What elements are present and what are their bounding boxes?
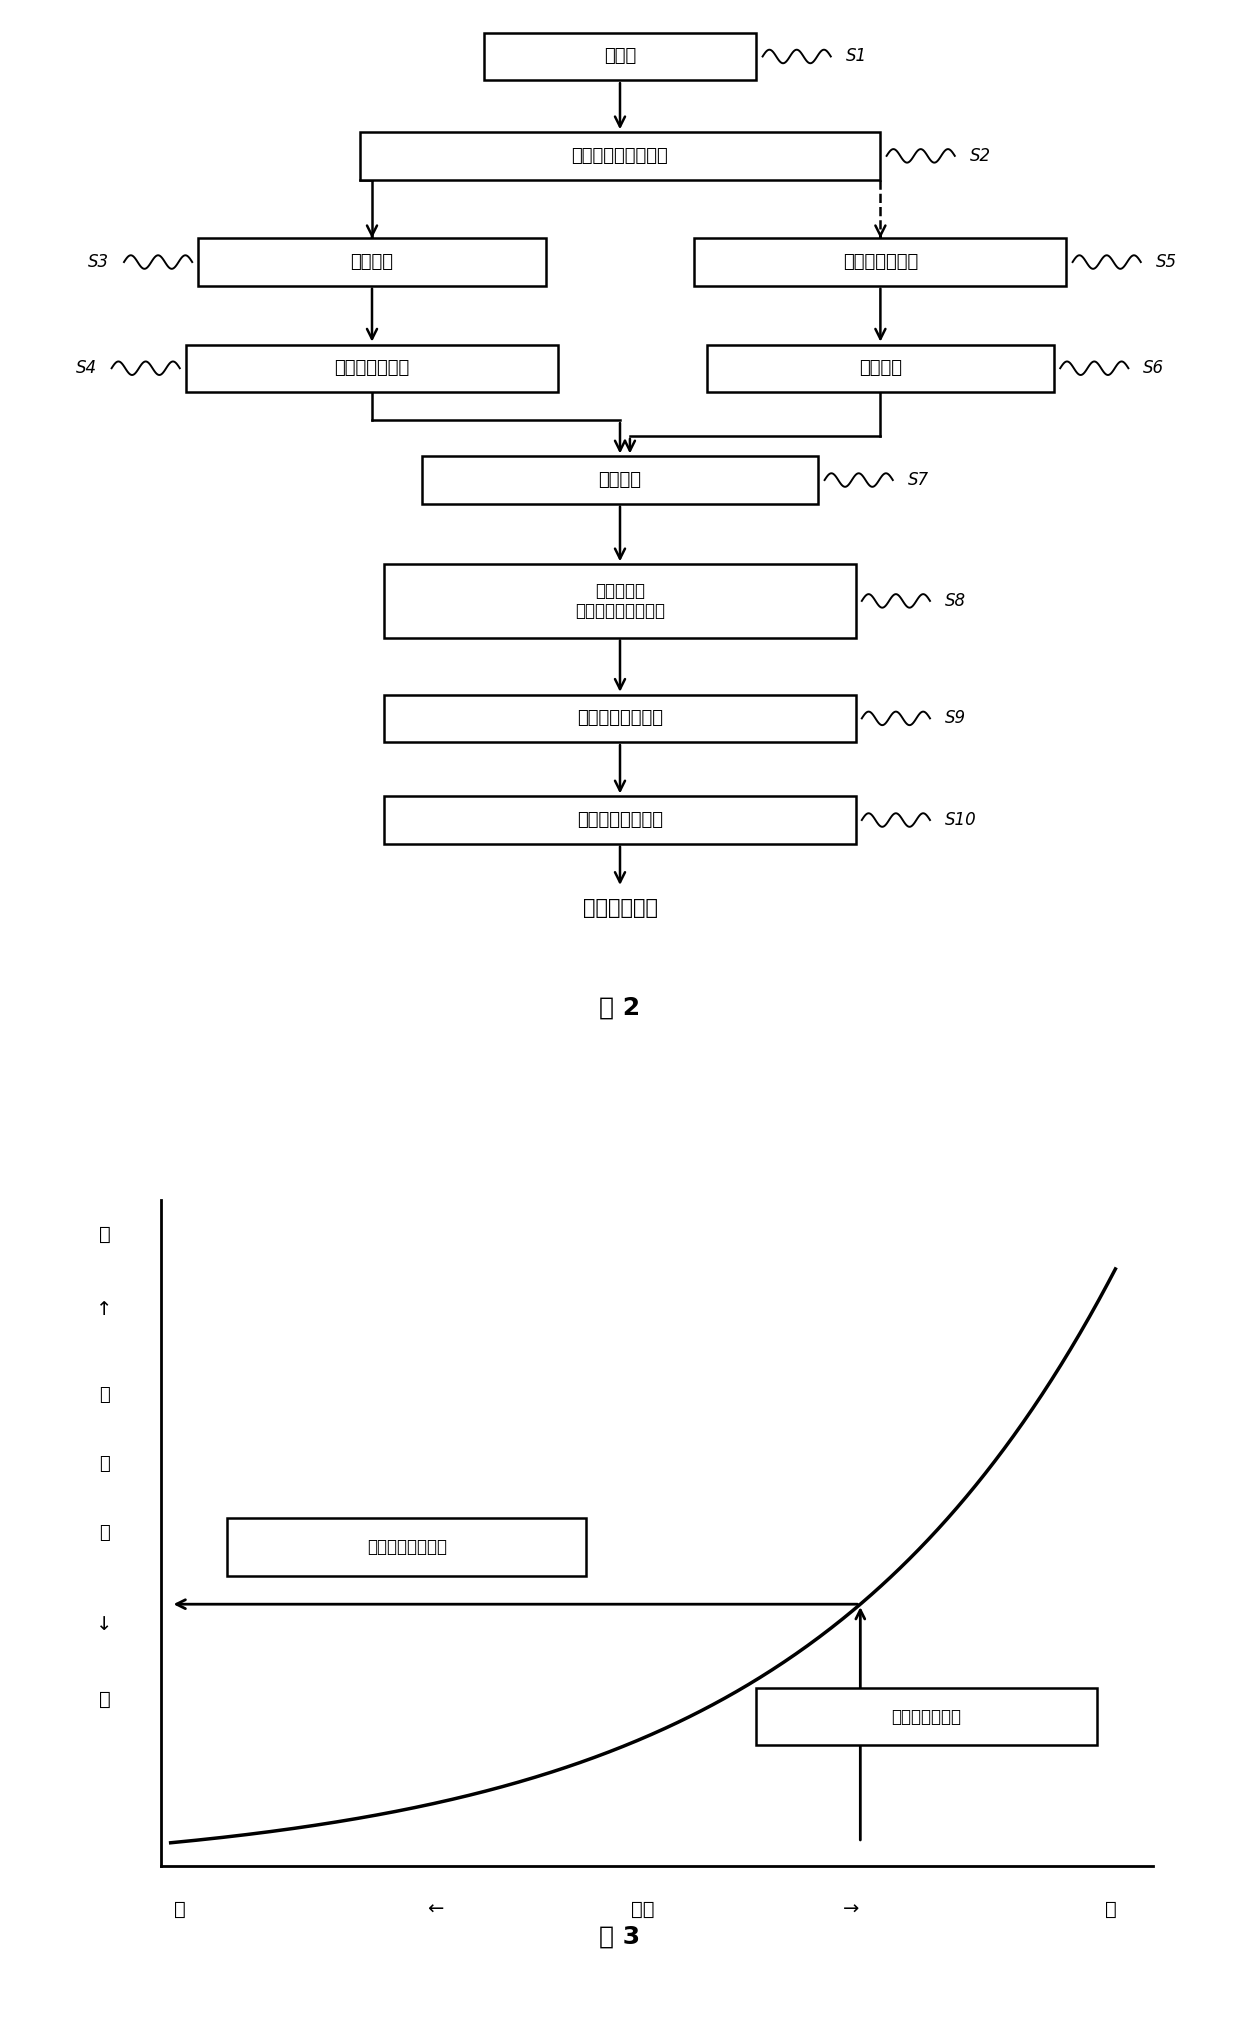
Text: 大: 大	[99, 1224, 110, 1244]
Text: 空气流量校正处理: 空气流量校正处理	[577, 710, 663, 728]
Text: S1: S1	[846, 48, 867, 65]
Text: ←: ←	[427, 1900, 444, 1918]
Bar	[707, 345, 1054, 391]
Text: 流量变换: 流量变换	[859, 359, 901, 377]
Text: 计算流量平均值: 计算流量平均值	[335, 359, 409, 377]
Bar	[360, 133, 880, 180]
Bar	[694, 238, 1066, 286]
Text: 空气流量信号输出: 空气流量信号输出	[577, 811, 663, 829]
Text: S5: S5	[1156, 252, 1177, 270]
Text: Ｓ７的差值计算: Ｓ７的差值计算	[892, 1708, 961, 1725]
Text: S8: S8	[945, 591, 966, 609]
Text: S9: S9	[945, 710, 966, 728]
Text: 输入到ＥＣＵ: 输入到ＥＣＵ	[583, 898, 657, 918]
Text: 低: 低	[175, 1900, 186, 1918]
Text: 计算差值: 计算差值	[599, 472, 641, 488]
Text: S10: S10	[945, 811, 977, 829]
Text: 图 3: 图 3	[599, 1924, 641, 1948]
Bar	[384, 797, 856, 843]
Bar	[198, 238, 546, 286]
Text: →: →	[843, 1900, 859, 1918]
Bar	[227, 1519, 587, 1575]
Text: 发热电阻器计测电压: 发热电阻器计测电压	[572, 147, 668, 165]
Text: 图 2: 图 2	[599, 996, 641, 1019]
Bar	[186, 345, 558, 391]
Text: 校: 校	[99, 1386, 110, 1404]
Text: 计算校正量
（参照图３的图形）: 计算校正量 （参照图３的图形）	[575, 581, 665, 621]
Text: S6: S6	[1143, 359, 1164, 377]
Text: 脉动流: 脉动流	[604, 48, 636, 65]
Bar	[384, 565, 856, 637]
Text: S4: S4	[76, 359, 97, 377]
Text: 流量变换: 流量变换	[351, 252, 393, 270]
Bar	[484, 32, 756, 81]
Bar	[384, 694, 856, 742]
Text: S7: S7	[908, 472, 929, 488]
Text: 计算电压平均值: 计算电压平均值	[843, 252, 918, 270]
Bar	[756, 1688, 1096, 1745]
Text: ↑: ↑	[97, 1299, 113, 1319]
Text: Ｓ８的校正量计算: Ｓ８的校正量计算	[367, 1537, 446, 1555]
Text: S2: S2	[970, 147, 991, 165]
Bar	[422, 456, 818, 504]
Text: 小: 小	[99, 1690, 110, 1708]
Text: 量: 量	[99, 1525, 110, 1541]
Text: 正: 正	[99, 1454, 110, 1472]
Text: 差值: 差值	[631, 1900, 655, 1918]
Text: ↓: ↓	[97, 1616, 113, 1634]
Text: S3: S3	[88, 252, 109, 270]
Text: 高: 高	[1105, 1900, 1116, 1918]
